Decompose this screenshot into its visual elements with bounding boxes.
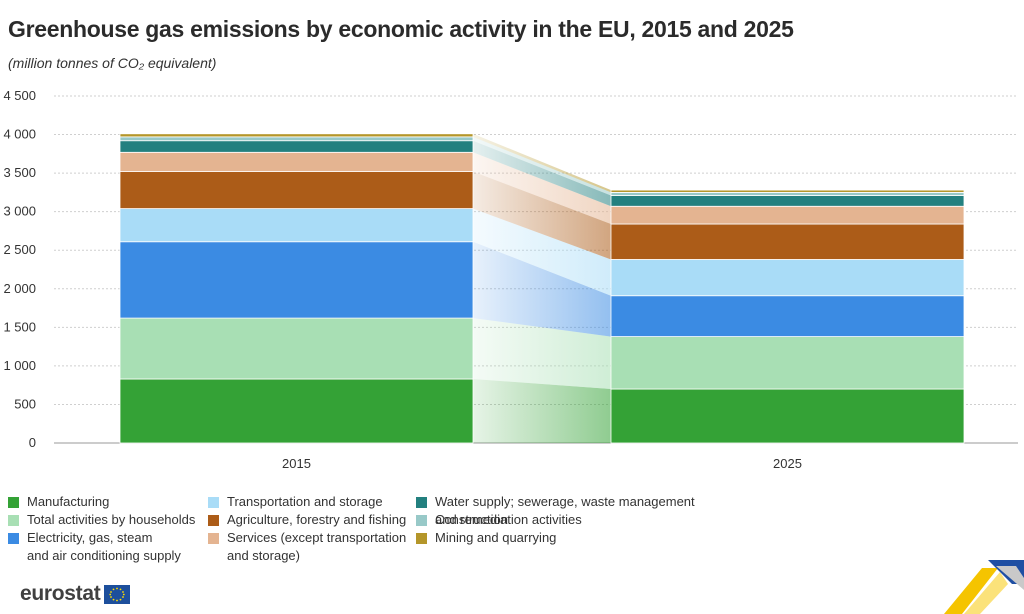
bar-segment — [610, 189, 965, 193]
flow-band — [473, 140, 611, 207]
y-tick-label: 500 — [14, 396, 36, 411]
bar-segment — [119, 133, 474, 138]
bar-segment — [119, 171, 474, 209]
flow-band — [473, 241, 611, 337]
y-tick-label: 0 — [29, 435, 36, 450]
legend-label: Construction — [435, 512, 508, 527]
legend-item: Services (except transportation and stor… — [208, 529, 406, 565]
bar-segment — [119, 151, 474, 172]
flow-band — [473, 152, 611, 225]
legend-item: Transportation and storage — [208, 493, 383, 511]
legend-label: Agriculture, forestry and fishing — [227, 512, 407, 527]
legend: Manufacturing Total activities by househo… — [8, 493, 728, 567]
legend-swatch — [208, 515, 219, 526]
bar-segment — [610, 195, 965, 207]
bar-segment — [610, 336, 965, 390]
y-tick-label: 2 000 — [3, 281, 36, 296]
legend-swatch — [416, 515, 427, 526]
bar-segment — [119, 317, 474, 380]
bar-segment — [610, 295, 965, 337]
y-tick-label: 3 000 — [3, 204, 36, 219]
legend-item: Agriculture, forestry and fishing — [208, 511, 406, 529]
stacked-bar-chart: 0 500 1 000 1 500 2 000 2 500 3 000 3 500 4 000 4… — [3, 88, 1018, 471]
bar-segment — [610, 388, 965, 444]
bar-segment — [610, 191, 965, 196]
legend-swatch — [8, 497, 19, 508]
y-tick-label: 1 000 — [3, 358, 36, 373]
logo-text: eurostat — [20, 582, 101, 605]
chart-title: Greenhouse gas emissions by economic act… — [8, 16, 794, 42]
legend-item: Mining and quarrying — [416, 529, 556, 547]
legend-label: Total activities by households — [27, 512, 196, 527]
legend-item: Total activities by households — [8, 511, 195, 529]
legend-label: Manufacturing — [27, 494, 110, 509]
y-tick-label: 1 500 — [3, 319, 36, 334]
y-axis-ticks: 0 500 1 000 1 500 2 000 2 500 3 000 3 500 4 000 4… — [3, 88, 36, 450]
bar-segment — [610, 223, 965, 260]
chart-subtitle: (million tonnes of CO₂ equivalent) — [8, 55, 217, 71]
x-axis-categories: 2015 2025 — [282, 456, 802, 471]
legend-swatch — [208, 497, 219, 508]
legend-swatch — [416, 497, 427, 508]
y-tick-label: 2 500 — [3, 242, 36, 257]
legend-swatch — [208, 533, 219, 544]
corner-decoration-icon — [944, 560, 1024, 614]
bar-segment — [119, 208, 474, 243]
bar-segment — [119, 241, 474, 319]
flow-band — [473, 136, 611, 196]
bar-segment — [610, 259, 965, 297]
flow-band — [473, 378, 611, 443]
eurostat-logo: eurostat — [20, 582, 131, 606]
flow-band — [473, 133, 611, 193]
y-tick-label: 3 500 — [3, 165, 36, 180]
bar-segment — [119, 136, 474, 142]
legend-item: Water supply; sewerage, waste management… — [416, 493, 695, 529]
legend-item: Construction — [416, 511, 508, 529]
bar-segment — [119, 140, 474, 153]
legend-swatch — [8, 533, 19, 544]
flow-band — [473, 318, 611, 390]
legend-label: Services (except transportation and stor… — [227, 530, 407, 563]
legend-swatch — [8, 515, 19, 526]
legend-swatch — [416, 533, 427, 544]
legend-item: Electricity, gas, steam and air conditio… — [8, 529, 181, 565]
bars — [119, 133, 965, 444]
y-tick-label: 4 000 — [3, 127, 36, 142]
bar-segment — [119, 378, 474, 444]
x-category-label: 2015 — [282, 456, 311, 471]
legend-label: Electricity, gas, steam and air conditio… — [27, 530, 181, 563]
flow-band — [473, 208, 611, 296]
flow-band — [473, 171, 611, 260]
legend-label: Transportation and storage — [227, 494, 383, 509]
eu-flag-icon — [104, 584, 131, 604]
legend-label: Water supply; sewerage, waste management… — [435, 494, 695, 527]
flow-bands — [473, 133, 611, 443]
legend-item: Manufacturing — [8, 493, 109, 511]
y-tick-label: 4 500 — [3, 88, 36, 103]
x-category-label: 2025 — [773, 456, 802, 471]
legend-label: Mining and quarrying — [435, 530, 557, 545]
bar-segment — [610, 205, 965, 225]
